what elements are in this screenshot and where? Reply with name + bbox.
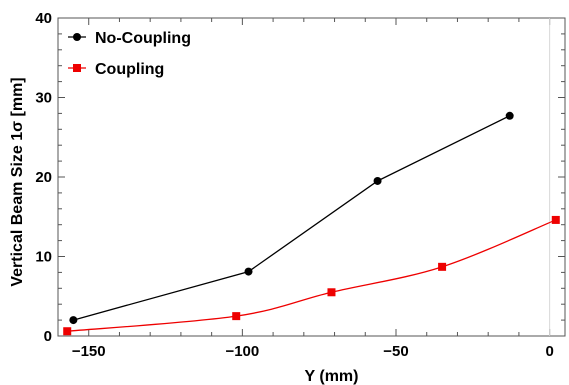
legend-label-no-coupling: No-Coupling	[95, 30, 191, 47]
legend: No-Coupling Coupling	[68, 30, 191, 78]
legend-item-coupling: Coupling	[68, 61, 164, 78]
data-point-coupling	[438, 262, 447, 271]
y-tick-label: 10	[35, 249, 52, 266]
y-tick-label: 0	[44, 328, 52, 345]
series-line-coupling	[67, 219, 557, 332]
legend-item-no-coupling: No-Coupling	[68, 30, 191, 47]
series-no-coupling	[69, 111, 514, 325]
data-point-no-coupling	[373, 176, 382, 185]
y-tick-label: 40	[35, 10, 52, 27]
series-line-no-coupling	[73, 115, 510, 321]
legend-label-coupling: Coupling	[95, 61, 164, 78]
data-point-coupling	[551, 215, 560, 224]
y-axis: 0 10 20 30 40	[35, 10, 565, 345]
x-tick-label: −50	[383, 343, 408, 360]
x-tick-label: −150	[72, 343, 106, 360]
x-axis-title: Y (mm)	[305, 368, 359, 385]
data-point-coupling	[63, 327, 72, 336]
series-coupling	[63, 215, 560, 336]
legend-marker-coupling	[73, 64, 81, 72]
data-point-no-coupling	[244, 267, 253, 276]
legend-marker-no-coupling	[73, 33, 81, 41]
x-tick-label: −100	[225, 343, 259, 360]
x-tick-label: 0	[545, 343, 553, 360]
series-layer	[63, 111, 560, 336]
y-tick-label: 20	[35, 169, 52, 186]
data-point-no-coupling	[505, 111, 514, 120]
x-axis: −150 −100 −50 0	[57, 18, 554, 360]
y-axis-title: Vertical Beam Size 1σ [mm]	[9, 77, 26, 286]
data-point-coupling	[327, 288, 336, 297]
data-point-no-coupling	[69, 316, 78, 325]
data-point-coupling	[232, 312, 241, 321]
y-tick-label: 30	[35, 90, 52, 107]
